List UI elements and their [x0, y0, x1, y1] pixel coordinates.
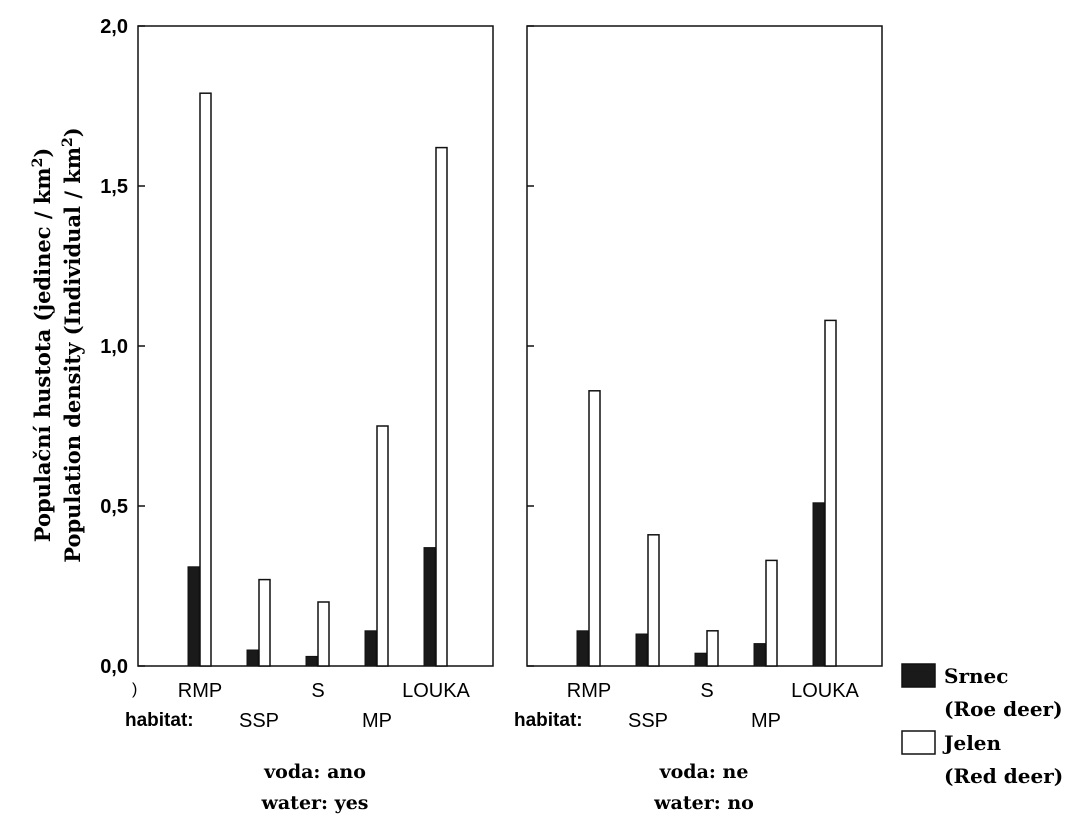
right-panel-label-czech: voda: ne	[659, 761, 749, 783]
bar-roe-deer-ssp	[246, 649, 259, 667]
category-label-ssp: SSP	[239, 710, 279, 732]
legend-label-jelen: Jelen	[942, 731, 1002, 755]
right-panel-label-english: water: no	[653, 792, 754, 814]
legend-swatch-roe-deer	[901, 663, 936, 688]
bar-roe-deer-ssp	[635, 633, 648, 667]
bar-roe-deer-rmp	[576, 630, 589, 667]
bar-red-deer-louka	[435, 146, 448, 667]
bar-red-deer-ssp	[258, 578, 271, 667]
y-tick-label: 1,0	[100, 336, 128, 358]
bar-roe-deer-louka	[812, 502, 825, 667]
y-tick-label: 2,0	[100, 16, 128, 38]
bar-red-deer-s	[317, 601, 330, 667]
category-label-ssp: SSP	[628, 710, 668, 732]
category-label-louka: LOUKA	[791, 680, 859, 702]
right-panel-bars	[576, 319, 837, 667]
habitat-label-right: habitat:	[514, 710, 583, 731]
left-panel-bars	[187, 92, 448, 667]
legend-label-roe-deer: (Roe deer)	[944, 697, 1063, 721]
legend-swatch-red-deer	[901, 730, 936, 755]
category-label-louka: LOUKA	[402, 680, 470, 702]
bar-red-deer-rmp	[588, 390, 601, 667]
bar-red-deer-louka	[824, 319, 837, 667]
stray-tick-label: )	[132, 681, 137, 698]
bar-roe-deer-s	[694, 652, 707, 667]
category-label-rmp: RMP	[567, 680, 611, 702]
bar-roe-deer-mp	[364, 630, 377, 667]
bar-roe-deer-mp	[753, 643, 766, 667]
bar-roe-deer-louka	[423, 547, 436, 667]
bar-roe-deer-rmp	[187, 566, 200, 667]
legend: Srnec (Roe deer) Jelen (Red deer)	[901, 663, 1063, 788]
bar-red-deer-s	[706, 630, 719, 667]
left-panel-label-czech: voda: ano	[263, 761, 366, 783]
bar-red-deer-ssp	[647, 534, 660, 667]
bar-red-deer-rmp	[199, 92, 212, 667]
category-label-mp: MP	[751, 710, 781, 732]
category-label-rmp: RMP	[178, 680, 222, 702]
left-panel-label-english: water: yes	[261, 792, 369, 814]
bar-red-deer-mp	[376, 425, 389, 667]
category-label-s: S	[311, 680, 324, 702]
bar-roe-deer-s	[305, 655, 318, 667]
habitat-label-left: habitat:	[125, 710, 194, 731]
y-axis-title-english: Population density (Individual / km2)	[60, 127, 85, 563]
y-tick-label: 1,5	[100, 176, 128, 198]
category-label-s: S	[700, 680, 713, 702]
y-tick-label: 0,5	[100, 496, 128, 518]
y-axis-title-czech: Populační hustota (jedinec / km2)	[30, 148, 55, 543]
bar-red-deer-mp	[765, 559, 778, 667]
legend-label-red-deer: (Red deer)	[944, 764, 1063, 788]
legend-label-srnec: Srnec	[944, 664, 1008, 688]
category-label-mp: MP	[362, 710, 392, 732]
y-tick-label: 0,0	[100, 656, 128, 678]
